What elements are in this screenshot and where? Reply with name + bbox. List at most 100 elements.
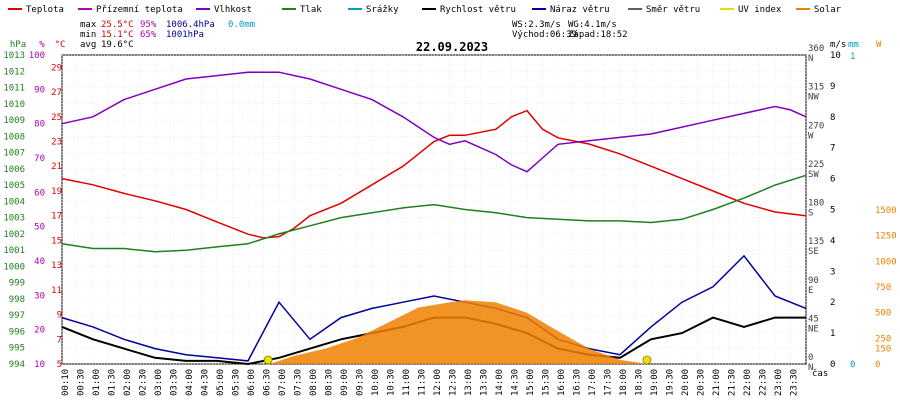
axis-celsius-tick: 23: [51, 138, 62, 148]
axis-direction-tick: 270: [808, 121, 824, 131]
axis-hpa-tick: 994: [9, 360, 25, 370]
x-tick-label: 19:30: [666, 369, 676, 396]
axis-hpa-tick: 1013: [3, 51, 25, 61]
axis-ms-tick: 10: [830, 51, 841, 61]
axis-ms-tick: 7: [830, 144, 835, 154]
axis-hpa-tick: 1010: [3, 100, 25, 110]
axis-celsius-tick: 25: [51, 113, 62, 123]
axis-percent-tick: 10: [34, 360, 45, 370]
axis-hpa-tick: 1005: [3, 181, 25, 191]
axis-hpa-tick: 995: [9, 344, 25, 354]
x-tick-label: 18:00: [619, 369, 629, 396]
axis-hpa-tick: 1011: [3, 84, 25, 94]
axis-hpa-tick: 1007: [3, 149, 25, 159]
x-tick-label: 07:30: [294, 369, 304, 396]
axis-percent-tick: 100: [29, 51, 45, 61]
x-tick-label: 01:00: [92, 369, 102, 396]
axis-direction-label: N: [808, 54, 813, 64]
stat-min-humidity: 65%: [140, 30, 157, 40]
x-tick-label: 19:00: [650, 369, 660, 396]
stats-panel: max 25.5°C 95% 1006.4hPa 0.0mm min 15.1°C 65% 10…: [80, 20, 628, 50]
x-tick-label: 12:00: [433, 369, 443, 396]
axis-ms-tick: 0: [830, 360, 835, 370]
x-tick-label: 02:30: [139, 369, 149, 396]
x-tick-label: 02:00: [123, 369, 133, 396]
axis-hpa-tick: 996: [9, 327, 25, 337]
x-tick-label: 16:30: [573, 369, 583, 396]
axis-w-tick: 500: [875, 309, 891, 319]
axis-ms-tick: 5: [830, 206, 835, 216]
legend-label: Vlhkost: [214, 5, 252, 15]
x-tick-label: 17:00: [588, 369, 598, 396]
legend-label: Solar: [814, 5, 842, 15]
x-tick-label: 03:00: [154, 369, 164, 396]
axis-celsius-unit: °C: [55, 40, 66, 50]
axis-direction-label: E: [808, 286, 813, 296]
axis-celsius-tick: 13: [51, 261, 62, 271]
stat-avg-temp: 19.6°C: [101, 40, 134, 50]
axis-w-tick: 0: [875, 360, 880, 370]
x-tick-label: 00:30: [77, 369, 87, 396]
x-tick-label: 21:00: [712, 369, 722, 396]
axis-percent-tick: 70: [34, 154, 45, 164]
x-tick-label: 11:00: [402, 369, 412, 396]
axis-w-tick: 250: [875, 334, 891, 344]
axis-percent-tick: 60: [34, 188, 45, 198]
x-tick-label: 12:30: [449, 369, 459, 396]
x-tick-label: 00:10: [61, 369, 71, 396]
x-tick-label: 23:30: [790, 369, 800, 396]
x-tick-label: 20:00: [681, 369, 691, 396]
axis-ms-tick: 3: [830, 267, 835, 277]
axis-celsius-tick: 5: [57, 360, 62, 370]
x-tick-label: 04:00: [185, 369, 195, 396]
axis-percent-tick: 80: [34, 120, 45, 130]
axes: hPa9949959969979989991000100110021003100…: [3, 40, 896, 373]
axis-celsius-tick: 29: [51, 63, 62, 73]
x-tick-label: 15:30: [542, 369, 552, 396]
sunset-marker: [642, 355, 652, 365]
axis-ms-unit: m/s: [830, 40, 846, 50]
legend-label: UV index: [738, 5, 782, 15]
x-tick-label: 22:30: [759, 369, 769, 396]
wind-speed-info: WS:2.3m/s: [512, 20, 561, 30]
axis-ms-tick: 6: [830, 175, 835, 185]
axis-hpa-tick: 998: [9, 295, 25, 305]
axis-w-tick: 750: [875, 283, 891, 293]
axis-hpa-tick: 997: [9, 311, 25, 321]
sunrise-info: Východ:06:39: [512, 30, 577, 40]
x-tick-label: 06:30: [263, 369, 273, 396]
sunrise-marker: [263, 355, 273, 365]
x-tick-label: 10:00: [371, 369, 381, 396]
legend-label: Přízemní teplota: [96, 5, 183, 15]
legend-label: Tlak: [300, 5, 322, 15]
series-line-náraz-větru: [61, 254, 807, 362]
x-axis: 00:10 00:30 01:00 01:30 02:00 02:30 03:00 03:30…: [61, 368, 828, 396]
axis-direction-tick: 0: [808, 353, 813, 363]
axis-percent-tick: 50: [34, 223, 45, 233]
legend-label: Teplota: [26, 5, 64, 15]
axis-direction-label: SW: [808, 170, 819, 180]
axis-celsius-tick: 15: [51, 236, 62, 246]
stat-max-temp: 25.5°C: [101, 20, 134, 30]
axis-celsius-tick: 19: [51, 187, 62, 197]
x-tick-label: 09:00: [340, 369, 350, 396]
axis-celsius-tick: 17: [51, 212, 62, 222]
x-tick-label: 20:30: [697, 369, 707, 396]
axis-percent-unit: %: [39, 40, 45, 50]
x-tick-label: 23:00: [774, 369, 784, 396]
axis-ms-tick: 8: [830, 113, 835, 123]
x-tick-label: 10:30: [387, 369, 397, 396]
series-layer: [61, 71, 807, 366]
stat-avg-label: avg: [80, 40, 96, 50]
grid: [61, 54, 807, 365]
series-line-teplota: [61, 109, 807, 239]
legend-label: Srážky: [366, 5, 399, 15]
axis-celsius-tick: 7: [57, 335, 62, 345]
axis-mm-unit: mm: [848, 40, 859, 50]
axis-percent-tick: 90: [34, 85, 45, 95]
sunset-info: Západ:18:52: [568, 30, 628, 40]
axis-direction-label: N: [808, 363, 813, 373]
axis-ms-tick: 2: [830, 298, 835, 308]
x-tick-label: 01:30: [108, 369, 118, 396]
